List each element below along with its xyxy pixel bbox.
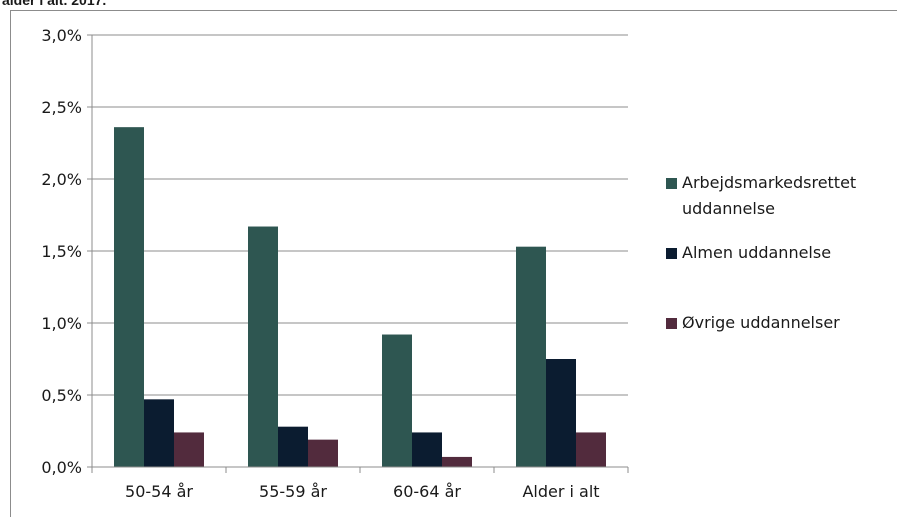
chart-frame xyxy=(10,10,897,517)
bar xyxy=(308,439,338,467)
y-tick-label: 0,5% xyxy=(41,386,82,405)
x-tick-label: 60-64 år xyxy=(393,482,461,501)
bar xyxy=(174,432,204,467)
gridlines xyxy=(92,34,628,396)
chart-title-clipped: alder i alt. 2017. xyxy=(2,0,107,8)
legend-item-almen: Almen uddannelse xyxy=(666,240,887,266)
legend-swatch-ovrige xyxy=(666,318,677,329)
bar xyxy=(442,456,472,467)
bar xyxy=(546,359,576,467)
bar xyxy=(144,399,174,467)
legend-label-ovrige: Øvrige uddannelser xyxy=(682,313,840,332)
bar xyxy=(114,127,144,467)
bars xyxy=(114,127,606,467)
x-tick-label: 55-59 år xyxy=(259,482,327,501)
bar xyxy=(278,426,308,467)
y-tick-label: 2,5% xyxy=(41,98,82,117)
legend-swatch-almen xyxy=(666,248,677,259)
legend-swatch-arbejdsmarkedsrettet xyxy=(666,178,677,189)
y-tick-label: 1,0% xyxy=(41,314,82,333)
y-tick-label: 2,0% xyxy=(41,170,82,189)
legend-label-arbejdsmarkedsrettet: Arbejdsmarkedsrettet uddannelse xyxy=(682,173,857,218)
x-tick-label: Alder i alt xyxy=(522,482,599,501)
bar xyxy=(576,432,606,467)
bar xyxy=(516,246,546,467)
bar xyxy=(382,334,412,467)
y-tick-label: 1,5% xyxy=(41,242,82,261)
y-tick-label: 0,0% xyxy=(41,458,82,477)
y-tick-label: 3,0% xyxy=(41,26,82,45)
legend-item-arbejdsmarkedsrettet: Arbejdsmarkedsrettet uddannelse xyxy=(666,170,887,222)
legend-item-ovrige: Øvrige uddannelser xyxy=(666,310,887,336)
bar xyxy=(248,226,278,467)
legend-label-almen: Almen uddannelse xyxy=(682,243,832,262)
x-tick-label: 50-54 år xyxy=(125,482,193,501)
bar xyxy=(412,432,442,467)
axes: 0,0% 0,5% 1,0% 1,5% 2,0% 2,5% 3,0% 50-54 år 55-5… xyxy=(41,26,629,501)
